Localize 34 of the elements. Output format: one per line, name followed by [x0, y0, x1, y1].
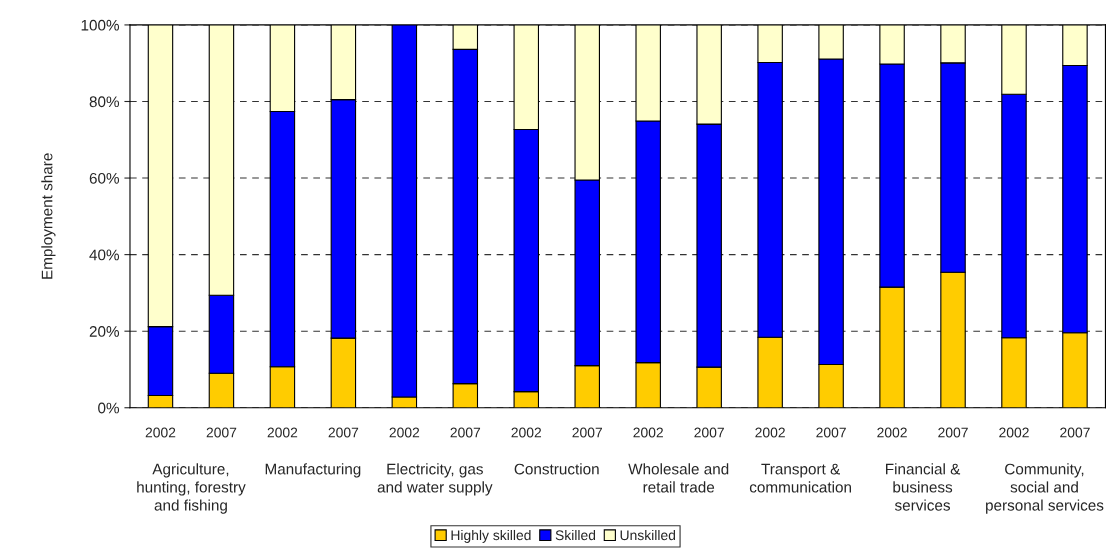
text: Electricity, gas and water supply [377, 463, 493, 496]
text: Manufacturing [265, 463, 361, 478]
x-tick-label: 2007 [328, 427, 359, 438]
y-axis-title: Employment share [41, 153, 56, 279]
y-tick-label: 80% [89, 96, 120, 108]
x-tick-label: 2002 [511, 427, 542, 438]
x-tick-label: 2007 [206, 427, 237, 438]
y-tick-label: 20% [89, 326, 120, 337]
y-tick-label: 100% [81, 19, 120, 31]
y-tick-label: 0% [98, 402, 120, 414]
x-tick-label: 2007 [1060, 427, 1090, 438]
text: Wholesale and retail trade [628, 463, 729, 493]
x-tick-label: 2002 [145, 427, 176, 438]
x-tick-label: 2007 [694, 427, 724, 438]
legend-label: Unskilled [620, 529, 676, 541]
x-tick-label: 2007 [450, 427, 481, 438]
x-tick-label: 2002 [267, 427, 298, 438]
text: Financial & business services [886, 463, 961, 511]
x-tick-label: 2002 [877, 427, 907, 438]
x-tick-label: 2002 [633, 427, 663, 438]
x-tick-label: 2002 [755, 427, 785, 438]
text: Agriculture, hunting, forestry and fishing [137, 463, 246, 514]
text: Community, social and personal services [986, 463, 1104, 514]
x-tick-label: 2007 [816, 427, 846, 438]
y-tick-label: 60% [89, 172, 120, 184]
x-tick-label: 2002 [999, 427, 1029, 438]
legend-label: Skilled [555, 529, 596, 541]
y-tick-label: 40% [89, 249, 120, 261]
x-tick-label: 2002 [389, 427, 420, 438]
x-tick-label: 2007 [572, 427, 602, 438]
text: Transport & communication [749, 463, 851, 493]
legend-label: Highly skilled [451, 529, 531, 543]
text: Construction [514, 463, 599, 475]
x-tick-label: 2007 [938, 427, 968, 438]
